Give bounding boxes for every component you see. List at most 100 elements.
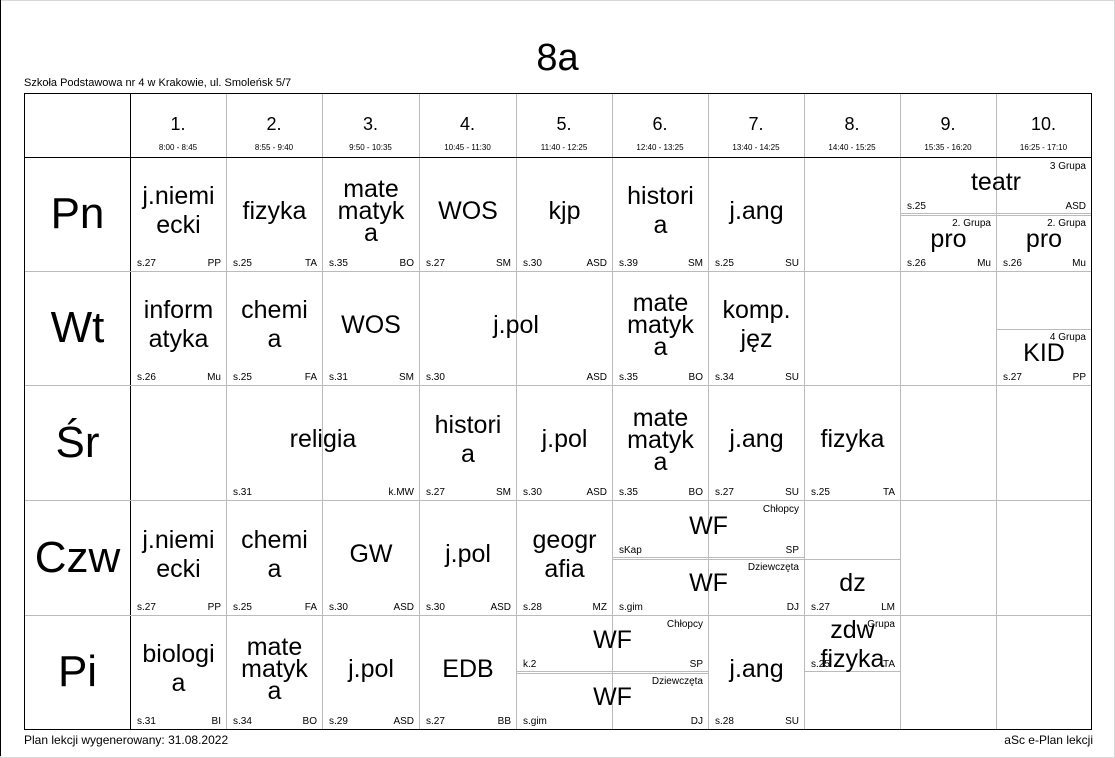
lesson-subject: religia — [289, 425, 357, 453]
lesson-teacher: ASD — [393, 602, 414, 613]
lesson-cell[interactable]: histori a s.27 SM — [420, 386, 516, 500]
lesson-room: s.27 — [137, 258, 156, 269]
lesson-cell[interactable]: WF Chłopcy sKap SP — [613, 501, 804, 558]
lesson-group: 2. Grupa — [1047, 218, 1086, 229]
lesson-cell[interactable]: pro 2. Grupa s.26 Mu — [901, 215, 996, 271]
lesson-cell[interactable]: WF Chłopcy k.2 SP — [517, 616, 708, 672]
lesson-room: s.25 — [811, 659, 830, 670]
lesson-group: Dziewczęta — [747, 562, 799, 573]
lesson-cell[interactable]: mate matyk a s.35 BO — [613, 386, 708, 500]
lesson-subject: j.niemi ecki — [142, 182, 215, 239]
period-time: 15:35 - 16:20 — [924, 143, 972, 152]
lesson-cell[interactable]: j.ang s.25 SU — [709, 158, 804, 271]
timetable-grid: 1. 8:00 - 8:45 2. 8:55 - 9:40 3. 9:50 - 10:35… — [24, 93, 1092, 730]
period-header: 10. 16:25 - 17:10 — [996, 94, 1091, 157]
lesson-room: s.27 — [137, 602, 156, 613]
lesson-subject: kjp — [548, 197, 581, 225]
lesson-subject: pro — [1025, 225, 1063, 253]
lesson-room: s.35 — [619, 372, 638, 383]
lesson-room: s.30 — [426, 602, 445, 613]
lesson-cell[interactable]: chemi a s.25 FA — [227, 501, 322, 615]
lesson-room: s.30 — [329, 602, 348, 613]
lesson-cell[interactable]: j.pol s.30 ASD — [517, 386, 612, 500]
lesson-cell[interactable]: religia s.31 k.MW — [227, 386, 419, 500]
sub-lesson-divider — [997, 215, 1091, 216]
lesson-cell[interactable]: KID 4 Grupa s.27 PP — [997, 329, 1091, 385]
lesson-teacher: BO — [688, 487, 703, 498]
lesson-cell[interactable]: j.niemi ecki s.27 PP — [131, 158, 226, 271]
sub-lesson-divider — [613, 559, 804, 560]
grid-column-line — [900, 94, 901, 729]
lesson-teacher: BO — [399, 258, 414, 269]
period-number: 3. — [362, 114, 378, 134]
day-label: Pn — [50, 189, 105, 238]
period-time: 11:40 - 12:25 — [540, 143, 588, 152]
lesson-cell[interactable]: mate matyk a s.34 BO — [227, 616, 322, 729]
lesson-cell[interactable]: EDB s.27 BB — [420, 616, 516, 729]
lesson-cell[interactable]: j.pol s.30 ASD — [420, 272, 612, 385]
grid-row-line — [25, 385, 1091, 386]
lesson-teacher: BI — [211, 716, 221, 727]
lesson-cell[interactable]: WF Dziewczęta s.gim DJ — [517, 673, 708, 729]
lesson-teacher: TA — [882, 487, 895, 498]
grid-row-line — [25, 157, 1091, 158]
period-time: 14:40 - 15:25 — [828, 143, 876, 152]
lesson-subject: j.pol — [541, 425, 588, 453]
period-time: 9:50 - 10:35 — [349, 143, 392, 152]
lesson-teacher: Mu — [207, 372, 221, 383]
lesson-teacher: PP — [1072, 372, 1086, 383]
lesson-teacher: LM — [881, 602, 895, 613]
lesson-cell[interactable]: teatr 3 Grupa s.25 ASD — [901, 158, 1091, 214]
lesson-cell[interactable]: j.niemi ecki s.27 PP — [131, 501, 226, 615]
lesson-teacher: BB — [497, 716, 511, 727]
lesson-cell[interactable]: mate matyk a s.35 BO — [613, 272, 708, 385]
lesson-cell[interactable]: j.pol s.30 ASD — [420, 501, 516, 615]
grid-column-line — [226, 94, 227, 729]
lesson-cell[interactable]: fizyka s.25 TA — [805, 386, 900, 500]
lesson-teacher: SM — [688, 258, 703, 269]
lesson-cell[interactable]: mate matyk a s.35 BO — [323, 158, 419, 271]
lesson-subject: GW — [349, 540, 393, 568]
lesson-subject: histori a — [434, 411, 502, 468]
lesson-cell[interactable]: j.pol s.29 ASD — [323, 616, 419, 729]
lesson-teacher: SP — [785, 545, 799, 556]
lesson-cell[interactable]: j.ang s.28 SU — [709, 616, 804, 729]
lesson-cell[interactable]: fizyka s.25 TA — [227, 158, 322, 271]
period-number: 10. — [1030, 114, 1057, 134]
lesson-cell[interactable]: kjp s.30 ASD — [517, 158, 612, 271]
period-header: 9. 15:35 - 16:20 — [900, 94, 996, 157]
lesson-teacher: TA — [304, 258, 317, 269]
lesson-cell[interactable]: biologi a s.31 BI — [131, 616, 226, 729]
grid-row-line — [25, 271, 1091, 272]
lesson-cell[interactable]: histori a s.39 SM — [613, 158, 708, 271]
lesson-cell[interactable]: chemi a s.25 FA — [227, 272, 322, 385]
lesson-cell[interactable]: GW s.30 ASD — [323, 501, 419, 615]
period-header: 8. 14:40 - 15:25 — [804, 94, 900, 157]
lesson-subject: chemi a — [241, 526, 308, 583]
lesson-room: s.30 — [426, 372, 445, 383]
lesson-cell[interactable]: WF Dziewczęta s.gim DJ — [613, 559, 804, 615]
lesson-room: s.31 — [137, 716, 156, 727]
lesson-cell[interactable]: dz s.27 LM — [805, 559, 900, 615]
lesson-cell[interactable]: pro 2. Grupa s.26 Mu — [997, 215, 1091, 271]
lesson-cell[interactable]: komp. jęz s.34 SU — [709, 272, 804, 385]
lesson-cell[interactable]: inform atyka s.26 Mu — [131, 272, 226, 385]
lesson-cell[interactable]: WOS s.27 SM — [420, 158, 516, 271]
lesson-cell[interactable]: zdw fizyka Grupa s.25 TA — [805, 616, 900, 672]
period-header: 5. 11:40 - 12:25 — [516, 94, 612, 157]
lesson-cell[interactable]: geogr afia s.28 MZ — [517, 501, 612, 615]
lesson-room: s.27 — [811, 602, 830, 613]
period-number: 7. — [748, 114, 764, 134]
period-header: 1. 8:00 - 8:45 — [130, 94, 226, 157]
sub-lesson-divider — [997, 329, 1091, 330]
period-number: 1. — [170, 114, 186, 134]
lesson-room: s.39 — [619, 258, 638, 269]
lesson-cell[interactable]: WOS s.31 SM — [323, 272, 419, 385]
lesson-cell[interactable]: j.ang s.27 SU — [709, 386, 804, 500]
period-header: 3. 9:50 - 10:35 — [322, 94, 419, 157]
sub-lesson-divider — [613, 557, 804, 558]
grid-column-line — [612, 94, 613, 729]
day-label: Śr — [55, 418, 100, 467]
brand-label: aSc e-Plan lekcji — [1004, 733, 1093, 747]
grid-column-line — [516, 94, 517, 729]
